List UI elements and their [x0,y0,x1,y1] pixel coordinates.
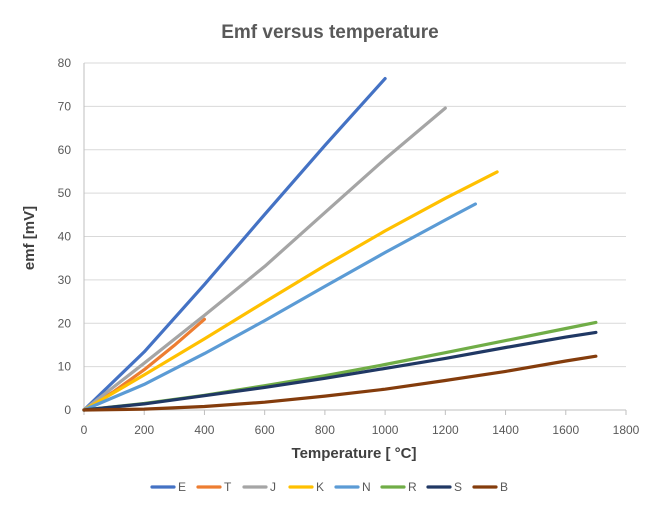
series-line-s [82,330,598,412]
legend-item-k: K [288,480,324,494]
gridlines [84,62,626,368]
x-tick-label: 1400 [492,423,519,437]
legend-label: K [316,480,324,494]
legend-item-t: T [196,480,232,494]
legend-label: S [454,480,462,494]
legend-label: R [408,480,417,494]
x-tick-label: 400 [194,423,214,437]
series-line-b [82,354,598,412]
legend-item-b: B [472,480,508,494]
series-line-j [82,106,447,412]
legend-label: T [224,480,232,494]
legend-label: B [500,480,508,494]
y-tick-label: 30 [58,273,72,287]
legend-item-s: S [426,480,462,494]
x-tick-label: 1800 [613,423,640,437]
y-tick-label: 50 [58,186,72,200]
x-tick-label: 800 [315,423,335,437]
legend-item-e: E [150,480,186,494]
x-tick-label: 600 [255,423,275,437]
legend-item-n: N [334,480,371,494]
series-lines [82,76,598,412]
x-tick-label: 1000 [372,423,399,437]
y-tick-label: 40 [58,230,72,244]
y-tick-label: 60 [58,143,72,157]
series-line-k [82,170,499,412]
x-tick-label: 0 [81,423,88,437]
y-tick-label: 10 [58,360,72,374]
chart-title: Emf versus temperature [221,22,439,43]
y-axis-title: emf [mV] [21,206,38,270]
legend-item-j: J [242,480,276,494]
legend-item-r: R [380,480,417,494]
y-tick-label: 80 [58,56,72,70]
x-tick-label: 200 [134,423,154,437]
series-line-n [82,202,477,412]
legend-label: E [178,480,186,494]
x-tick-label: 1200 [432,423,459,437]
legend-label: N [362,480,371,494]
y-tick-label: 20 [58,316,72,330]
x-tick-label: 1600 [552,423,579,437]
legend-label: J [270,480,276,494]
series-line-e [82,76,387,412]
x-axis-title: Temperature [ °C] [292,445,417,462]
y-tick-label: 70 [58,99,72,113]
y-tick-label: 0 [64,403,71,417]
